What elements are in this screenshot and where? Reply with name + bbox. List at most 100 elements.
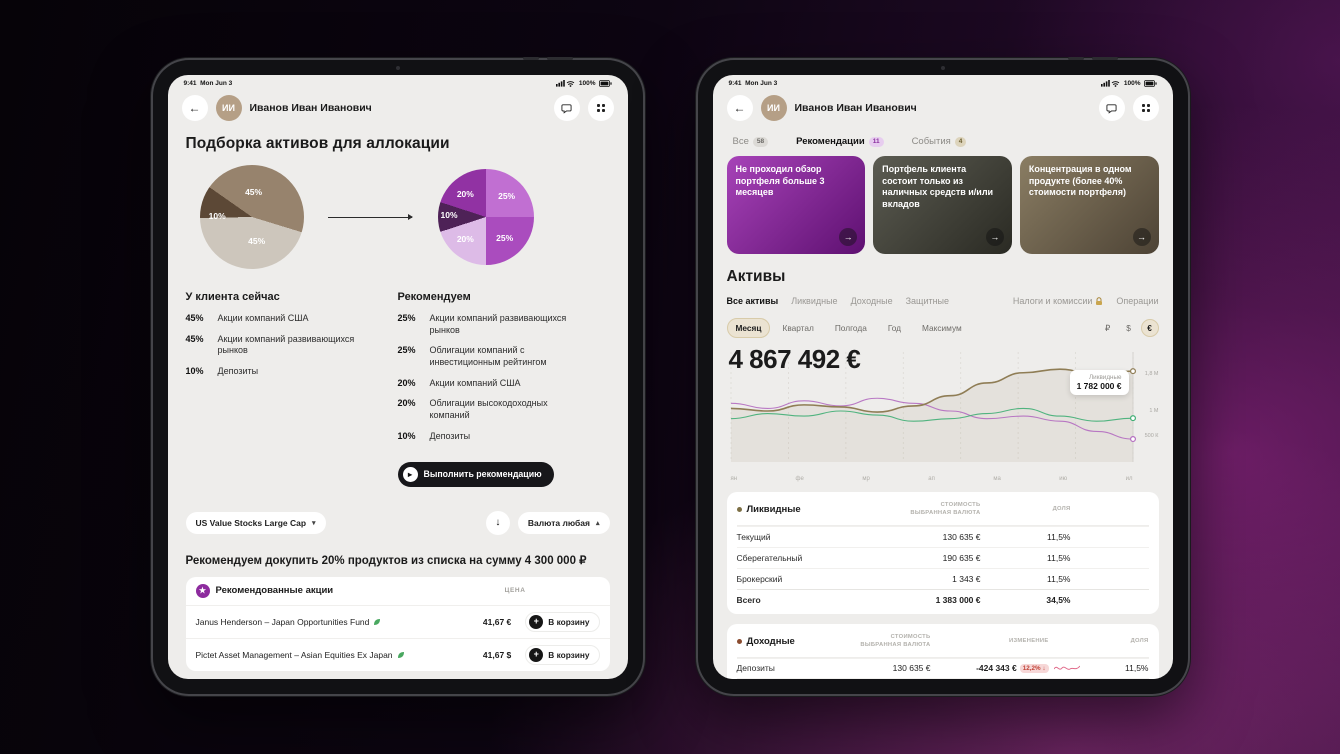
chat-button[interactable] [1098,95,1125,121]
period-quarter[interactable]: Квартал [773,318,822,338]
table-row: Сберегательный 190 635 €11,5% [736,546,1149,568]
currency-filter-dropdown[interactable]: Валюта любая ▴ [517,511,610,534]
pie-label: 25% [496,233,514,244]
app-bar: ← ИИ Иванов Иван Иванович [168,87,628,125]
status-time: 9:41 Mon Jun 3 [183,79,233,87]
portfolio-total: 4 867 492 € [728,344,861,374]
pie-label: 25% [498,190,516,201]
asset-tab-protective[interactable]: Защитные [905,296,950,306]
chevron-up-icon: ▴ [595,519,600,527]
sparkline-icon [1053,665,1080,670]
period-halfyear[interactable]: Полгода [826,318,876,338]
allocation-item: 25% Акции компаний развивающихся рынков [397,313,567,335]
fund-filter-dropdown[interactable]: US Value Stocks Large Cap ▾ [185,511,326,534]
y-axis-label: 1 М [1149,408,1159,414]
apps-grid-button[interactable] [1132,95,1159,121]
pie-label: 20% [456,234,474,245]
add-to-cart-button[interactable]: + В корзину [525,611,600,632]
portfolio-chart: 4 867 492 € Ликвидные 1 782 000 € 1,8 М … [727,344,1159,474]
status-time: 9:41 Mon Jun 3 [728,79,778,87]
card-arrow-button[interactable]: → [985,228,1004,246]
product-row: Janus Henderson – Japan Opportunities Fu… [185,604,610,638]
line-chart[interactable] [727,344,1159,474]
category-dot-icon [736,638,742,644]
change-badge: 12,2% ↓ [1019,663,1049,673]
pie-label: 20% [456,188,474,199]
pie-label: 45% [248,235,266,246]
currency-rub[interactable]: ₽ [1099,319,1117,337]
alert-card-concentration[interactable]: Концентрация в одном продукте (более 40%… [1019,156,1159,254]
period-month[interactable]: Месяц [726,318,771,338]
current-allocation-pie: 45% 45% 10% [199,165,304,269]
tab-badge: 58 [752,136,769,147]
asset-tab-all[interactable]: Все активы [726,296,779,306]
chevron-down-icon: ▾ [312,519,316,527]
status-icons: 100% [555,79,612,87]
currency-usd[interactable]: $ [1120,319,1138,337]
apps-grid-button[interactable] [587,95,614,121]
avatar: ИИ [215,95,242,121]
lock-icon [1096,296,1103,305]
status-bar: 9:41 Mon Jun 3 100% [713,75,1173,87]
table-row: Брокерский 1 343 €11,5% [736,567,1149,589]
tab-badge: 4 [954,136,967,147]
stage: 9:41 Mon Jun 3 100% ← ИИ Иванов Иван Ива… [152,57,1188,694]
allocation-item: 45% Акции компаний развивающихся рынков [185,333,355,356]
back-button[interactable]: ← [726,95,753,121]
table-title: Доходные [736,636,839,647]
column-header-share: ДОЛЯ [1130,637,1149,644]
chart-tooltip: Ликвидные 1 782 000 € [1069,370,1129,395]
back-button[interactable]: ← [181,95,208,121]
alert-cards: Не проходил обзор портфеля больше 3 меся… [713,156,1173,254]
product-name: Janus Henderson – Japan Opportunities Fu… [195,616,370,627]
card-arrow-button[interactable]: → [1132,228,1151,246]
taxes-link[interactable]: Налоги и комиссии [1013,296,1104,306]
execute-recommendation-button[interactable]: ▸ Выполнить рекомендацию [397,461,554,487]
asset-tab-income[interactable]: Доходные [850,296,893,306]
column-header-value: СТОИМОСТЬ ВЫБРАННАЯ ВАЛЮТА [860,633,931,649]
esg-leaf-icon [374,618,381,625]
product-name: Pictet Asset Management – Asian Equities… [195,649,393,660]
allocation-item: 10% Депозиты [397,430,471,441]
card-arrow-button[interactable]: → [839,228,858,246]
recommended-allocation-pie: 25% 25% 20% 10% 20% [437,169,534,265]
product-price: 41,67 € [482,616,512,627]
tablet-left: 9:41 Mon Jun 3 100% ← ИИ Иванов Иван Ива… [152,57,643,694]
chat-button[interactable] [553,95,580,121]
tab-all[interactable]: Все 58 [727,135,775,148]
table-row: Депозиты 130 635 € -424 343 €12,2% ↓ 11,… [736,657,1149,678]
arrow-right-icon: → [1137,232,1147,242]
period-year[interactable]: Год [879,318,910,338]
period-max[interactable]: Максимум [913,318,971,338]
assets-screen: 9:41 Mon Jun 3 100% ← ИИ Иванов Иван Ива… [712,75,1173,679]
y-axis-label: 500 К [1144,433,1159,439]
category-dot-icon [736,506,742,512]
page-title: Подборка активов для аллокации [185,135,450,152]
currency-eur[interactable]: € [1140,319,1159,337]
battery-percent: 100% [1123,79,1141,87]
product-row: Pictet Asset Management – Asian Equities… [185,637,610,671]
alert-card-review[interactable]: Не проходил обзор портфеля больше 3 меся… [726,156,866,254]
period-filters: Месяц Квартал Полгода Год Максимум ₽ $ € [713,312,1173,340]
allocation-item: 10% Депозиты [185,366,259,377]
tab-events[interactable]: События 4 [906,135,973,148]
battery-percent: 100% [578,79,596,87]
app-bar: ← ИИ Иванов Иван Иванович [713,87,1173,125]
tab-recommendations[interactable]: Рекомендации 11 [790,135,889,148]
front-camera [395,66,400,70]
asset-tab-liquid[interactable]: Ликвидные [791,296,838,306]
pie-label: 10% [208,210,226,221]
battery-icon [1143,79,1157,87]
x-axis-labels: ян фе мр ап ма ию ил [730,476,1133,482]
alert-card-cash-only[interactable]: Портфель клиента состоит только из налич… [873,156,1012,254]
table-title: Ликвидные [736,504,851,515]
sort-button[interactable]: ↓ [485,510,510,535]
signal-wifi-icon [555,80,575,87]
allocation-item: 20% Облигации высокодоходных компаний [397,398,548,421]
operations-link[interactable]: Операции [1116,296,1159,306]
add-to-cart-button[interactable]: + В корзину [525,644,600,665]
client-name: Иванов Иван Иванович [249,102,372,114]
price-column-header: ЦЕНА [504,587,526,594]
section-header: ★ Рекомендованные акции ЦЕНА [186,577,610,605]
apps-grid-icon [1141,104,1150,112]
